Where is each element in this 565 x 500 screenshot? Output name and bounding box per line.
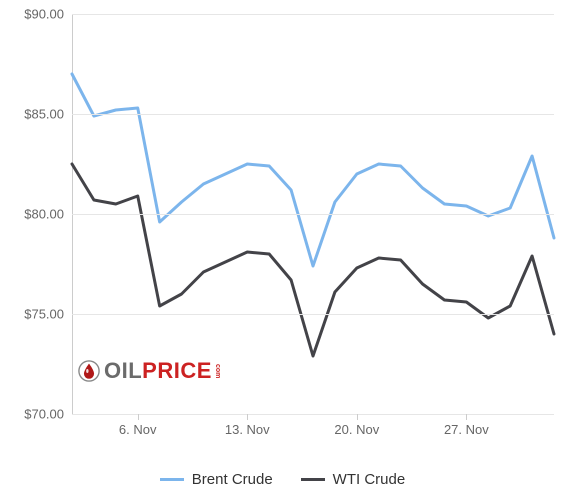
gridline-horizontal (72, 314, 554, 315)
y-tick-label: $90.00 (24, 7, 64, 22)
logo-text-price: PRICE (142, 358, 212, 384)
gridline-horizontal (72, 214, 554, 215)
legend-label: WTI Crude (333, 471, 406, 488)
oil-price-line-chart: $70.00 $75.00 $80.00 $85.00 $90.00 6. Nov 13. … (0, 0, 565, 500)
series-line (72, 164, 554, 356)
x-tick-mark (466, 414, 467, 420)
legend-item: Brent Crude (160, 471, 273, 488)
x-tick-label: 13. Nov (225, 422, 270, 437)
oil-droplet-icon (78, 360, 100, 382)
x-tick-label: 6. Nov (119, 422, 157, 437)
logo-text-dotcom: com (214, 364, 221, 378)
x-tick-label: 27. Nov (444, 422, 489, 437)
legend-label: Brent Crude (192, 471, 273, 488)
legend-swatch (160, 478, 184, 481)
x-tick-mark (138, 414, 139, 420)
y-tick-label: $80.00 (24, 207, 64, 222)
y-tick-label: $85.00 (24, 107, 64, 122)
legend-swatch (301, 478, 325, 481)
x-tick-label: 20. Nov (334, 422, 379, 437)
legend: Brent Crude WTI Crude (0, 468, 565, 488)
gridline-horizontal (72, 14, 554, 15)
series-line (72, 74, 554, 266)
x-tick-mark (247, 414, 248, 420)
plot-area: $70.00$75.00$80.00$85.00$90.006. Nov13. … (72, 14, 554, 414)
gridline-horizontal (72, 414, 554, 415)
oilprice-logo: OILPRICE com (78, 358, 221, 384)
legend-item: WTI Crude (301, 471, 406, 488)
y-tick-label: $70.00 (24, 407, 64, 422)
gridline-horizontal (72, 114, 554, 115)
x-tick-mark (357, 414, 358, 420)
y-tick-label: $75.00 (24, 307, 64, 322)
logo-text-oil: OIL (104, 358, 142, 384)
